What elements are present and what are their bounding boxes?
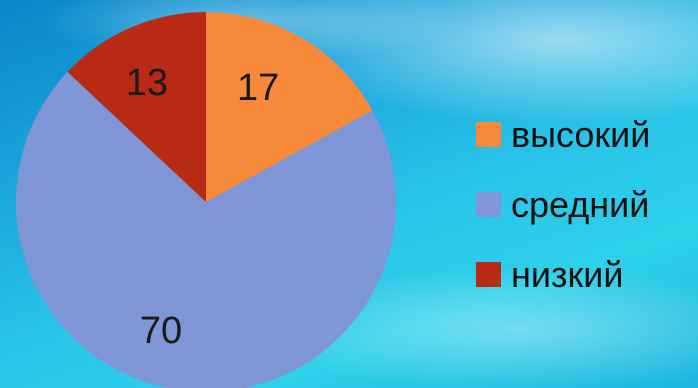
- pie-slice-medium: [16, 71, 396, 388]
- legend-swatch-low: [476, 262, 501, 287]
- legend-swatch-high: [476, 122, 501, 147]
- legend-label-high: высокий: [511, 114, 651, 155]
- legend-item-medium: средний: [476, 186, 650, 223]
- chart-legend: высокий средний низкий: [476, 116, 650, 293]
- pie-slice-high: [206, 12, 373, 202]
- legend-item-high: высокий: [476, 116, 650, 153]
- data-label-low: 13: [126, 62, 168, 104]
- data-label-medium: 70: [140, 310, 182, 352]
- data-label-high: 17: [237, 67, 279, 109]
- legend-label-low: низкий: [511, 254, 624, 295]
- legend-item-low: низкий: [476, 256, 650, 293]
- pie-slice-low: [67, 12, 206, 202]
- legend-swatch-medium: [476, 192, 501, 217]
- legend-label-medium: средний: [511, 184, 650, 225]
